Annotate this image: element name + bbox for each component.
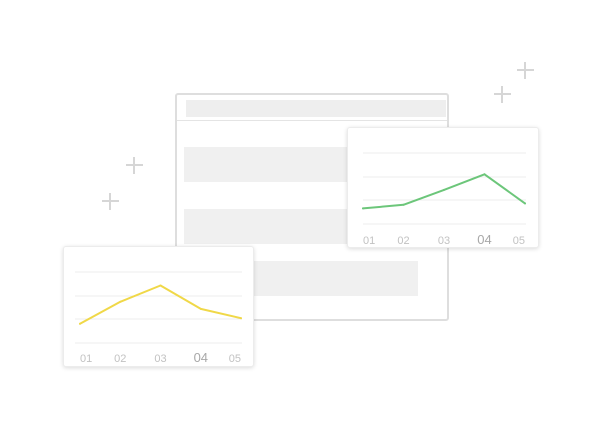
x-tick-label: 03: [154, 353, 166, 365]
green-data-point: [402, 203, 405, 206]
yellow-data-point: [240, 317, 242, 320]
content-skeleton-bar: [184, 209, 354, 244]
green-data-point: [443, 188, 445, 191]
x-tick-label: 05: [229, 353, 241, 365]
yellow-data-point: [159, 284, 162, 287]
yellow-data-point: [199, 307, 202, 310]
x-tick-label: 05: [513, 235, 525, 247]
plus-sparkle-icon: [517, 62, 534, 79]
green-data-point: [483, 173, 486, 176]
yellow-series-line: [79, 284, 242, 325]
x-tick-label: 01: [363, 235, 375, 247]
x-tick-label: 03: [438, 235, 450, 247]
green-data-point: [362, 207, 364, 210]
green-data-point: [524, 202, 526, 205]
x-tick-label: 01: [80, 353, 92, 365]
plus-sparkle-icon: [494, 86, 511, 103]
yellow-data-point: [79, 322, 81, 325]
yellow-line-chart: 01 02 03 04 05: [75, 271, 242, 365]
content-skeleton-bar: [237, 261, 418, 296]
x-tick-label: 04: [477, 232, 491, 247]
x-tick-label: 04: [194, 350, 208, 365]
titlebar-divider: [177, 120, 447, 121]
content-skeleton-bar: [184, 147, 354, 182]
plus-sparkle-icon: [102, 193, 119, 210]
green-line-chart-card: 01 02 03 04 05: [347, 127, 539, 248]
yellow-line-chart-card: 01 02 03 04 05: [63, 246, 254, 367]
green-series-line: [362, 173, 526, 210]
green-line-chart: 01 02 03 04 05: [362, 152, 526, 247]
yellow-data-point: [119, 300, 122, 303]
x-tick-label: 02: [397, 235, 409, 247]
x-tick-label: 02: [114, 353, 126, 365]
address-bar-placeholder: [186, 100, 446, 117]
plus-sparkle-icon: [126, 157, 143, 174]
